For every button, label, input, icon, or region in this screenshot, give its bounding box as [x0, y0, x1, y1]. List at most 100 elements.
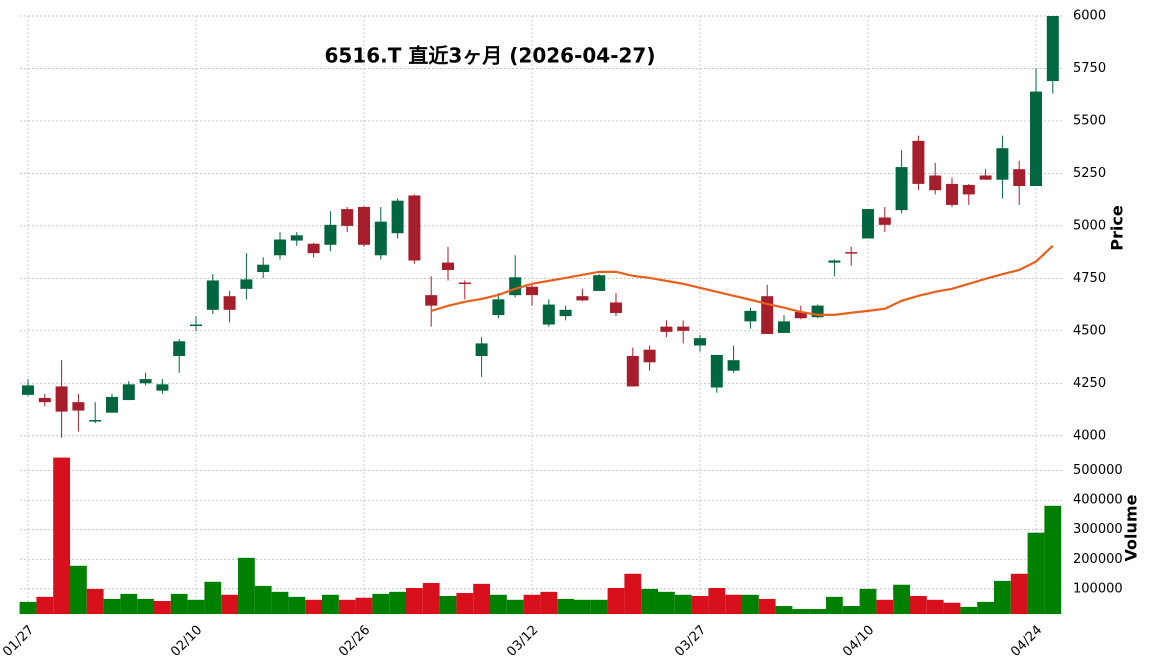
volume-bar [590, 599, 608, 614]
candle-body [122, 384, 135, 401]
volume-bar [473, 583, 490, 614]
x-tick-label: 02/26 [336, 623, 373, 660]
volume-bar [977, 601, 994, 614]
volume-bar [859, 588, 877, 614]
volume-bar [826, 596, 843, 614]
candle-body [576, 296, 589, 301]
candle-body [190, 324, 202, 327]
candle-body [643, 349, 656, 363]
volume-bar [187, 599, 205, 614]
volume-bar [271, 591, 289, 614]
volume-bar [170, 593, 188, 614]
y-tick-label: 300000 [1073, 522, 1123, 537]
volume-bar [943, 602, 961, 614]
volume-bar [238, 557, 255, 614]
candle-body [223, 296, 236, 310]
x-tick-label: 04/24 [1008, 623, 1045, 660]
candle-body [929, 175, 942, 191]
candle-body [324, 224, 337, 245]
volume-bar [254, 585, 272, 614]
candle-body [290, 235, 303, 241]
candle-body [358, 206, 370, 245]
candle-body [694, 338, 706, 346]
x-tick-label: 01/27 [0, 623, 37, 660]
volume-bar [154, 600, 171, 614]
y-tick-label: 200000 [1073, 552, 1123, 567]
candle-body [526, 286, 538, 296]
volume-bar [540, 591, 558, 614]
volume-bar [574, 599, 591, 614]
candle-body [878, 217, 891, 225]
x-tick-label: 02/10 [168, 623, 205, 660]
volume-bar [406, 587, 423, 614]
candle-body [828, 260, 841, 263]
volume-axis-label: Volume [1122, 494, 1141, 561]
volume-bar [422, 582, 440, 614]
candle-body [408, 195, 421, 261]
volume-bar [809, 608, 826, 614]
candle-body [593, 275, 606, 291]
volume-bar [1027, 532, 1045, 614]
volume-bar [204, 581, 222, 614]
candle-body [660, 326, 673, 332]
candle-body [946, 183, 958, 205]
volume-bar [456, 593, 474, 614]
candle-body [425, 295, 438, 306]
candle-body [475, 343, 488, 356]
volume-bar [103, 598, 121, 614]
candle-body [1030, 91, 1042, 186]
candle-body [710, 354, 723, 388]
volume-bar [506, 599, 524, 614]
volume-bar [1044, 505, 1062, 614]
candle-body [89, 420, 102, 422]
candle-body [22, 385, 34, 395]
volume-bar [876, 599, 894, 614]
x-tick-label: 03/12 [504, 623, 541, 660]
x-tick-label: 04/10 [840, 623, 877, 660]
candle-body [307, 243, 320, 254]
volume-bar [994, 580, 1011, 614]
volume-bar [725, 594, 742, 614]
volume-bar [607, 587, 625, 614]
candle-body [240, 279, 253, 289]
volume-bar [624, 573, 642, 614]
volume-bar [641, 588, 658, 614]
candle-body [173, 341, 186, 356]
y-tick-label: 4000 [1073, 428, 1106, 443]
y-tick-label: 100000 [1073, 581, 1123, 596]
volume-bar [305, 599, 322, 614]
candle-body [811, 305, 824, 318]
candle-body [862, 209, 874, 239]
candle-body [626, 356, 639, 387]
volume-bar [19, 601, 37, 614]
volume-bar [86, 588, 104, 614]
volume-bar [775, 606, 793, 614]
candle-body [895, 167, 908, 211]
candle-body [341, 209, 354, 226]
volume-bar [338, 599, 356, 614]
volume-bar [926, 599, 944, 614]
candle-body [996, 148, 1009, 180]
candle-body [727, 360, 740, 371]
volume-bar [389, 591, 406, 614]
volume-bar [708, 587, 726, 614]
volume-bar [36, 596, 54, 614]
volume-bar [120, 593, 138, 614]
candle-body [156, 384, 169, 391]
candle-body [206, 280, 219, 310]
candle-body [72, 402, 85, 411]
candle-body [274, 239, 286, 256]
volume-bar [439, 595, 457, 614]
moving-average-line [430, 245, 1054, 316]
candle-body [979, 175, 992, 180]
candle-body [962, 184, 975, 195]
volume-bar [523, 594, 541, 614]
volume-bar [490, 594, 507, 614]
candle-body [778, 321, 790, 333]
volume-bar [288, 596, 306, 614]
volume-bar [372, 593, 390, 614]
candle-body [912, 140, 925, 184]
volume-bar [674, 594, 692, 614]
volume-bar [842, 606, 860, 614]
